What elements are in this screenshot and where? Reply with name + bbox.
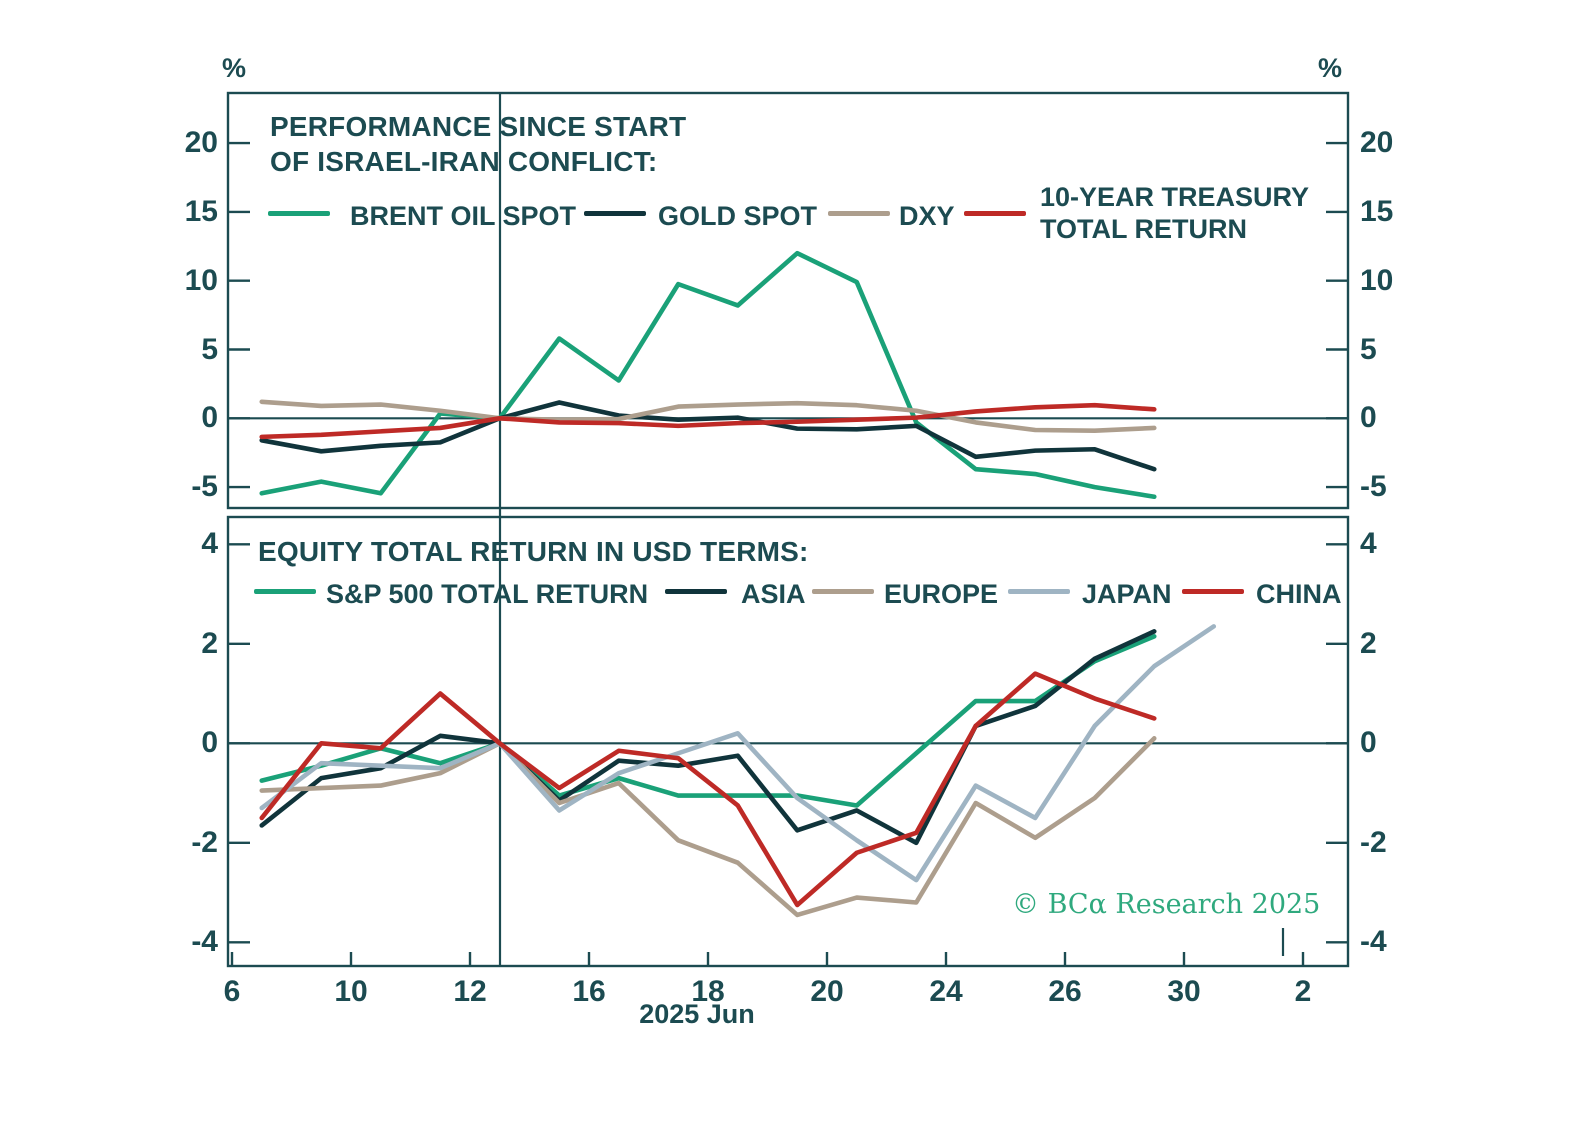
y-axis-label-left: 20 [184, 126, 218, 160]
credit-text: © BCα Research 2025 [1012, 889, 1321, 920]
y-axis-label-left: 0 [201, 726, 218, 760]
legend-swatch [1008, 589, 1070, 594]
x-axis-label: 30 [1167, 975, 1201, 1008]
legend-label: GOLD SPOT [658, 201, 818, 231]
series-line-asia [259, 629, 1157, 846]
series-line-dxy [259, 399, 1157, 433]
series-line-brent-oil-spot [259, 250, 1157, 500]
y-axis-unit-right: % [1318, 53, 1343, 83]
y-axis-label-left: 5 [201, 332, 218, 366]
y-axis-label-right: -2 [1360, 825, 1387, 859]
legend-swatch [254, 589, 316, 594]
y-axis-label-right: -4 [1360, 925, 1387, 959]
bottom-panel-title: EQUITY TOTAL RETURN IN USD TERMS: [258, 536, 809, 567]
y-axis-label-left: 2 [201, 626, 218, 660]
legend-swatch [584, 211, 646, 216]
y-axis-label-right: 2 [1360, 626, 1377, 660]
legend-label: JAPAN [1082, 579, 1172, 609]
series-line-gold-spot [259, 400, 1157, 472]
y-axis-unit-left: % [222, 53, 247, 83]
x-axis-label: 20 [810, 975, 844, 1008]
x-axis-label: 10 [334, 975, 368, 1008]
legend-swatch [1182, 589, 1244, 594]
legend-swatch [964, 211, 1026, 216]
y-axis-label-left: 4 [201, 527, 218, 561]
panel-border [226, 91, 1350, 510]
x-axis-label: 18 [691, 975, 725, 1008]
legend-swatch [268, 211, 330, 216]
y-axis-label-right: 4 [1360, 527, 1377, 561]
legend-label: DXY [899, 201, 955, 231]
legend-label: ASIA [741, 579, 806, 609]
y-axis-label-left: -4 [191, 925, 218, 959]
x-axis-caption: 2025 Jun [639, 999, 755, 1029]
y-axis-label-right: 5 [1360, 332, 1377, 366]
legend-swatch [828, 211, 890, 216]
y-axis-label-right: -5 [1360, 470, 1387, 504]
x-axis-label: 2 [1294, 975, 1312, 1008]
legend-label: 10-YEAR TREASURY TOTAL RETURN [1040, 182, 1309, 244]
legend-label: EUROPE [884, 579, 999, 609]
y-axis-label-right: 10 [1360, 263, 1394, 297]
legend-label: CHINA [1256, 579, 1342, 609]
legend-swatch [812, 589, 874, 594]
legend-label: S&P 500 TOTAL RETURN [326, 579, 649, 609]
x-axis-label: 24 [929, 975, 963, 1008]
y-axis-label-left: -5 [191, 470, 218, 504]
y-axis-label-left: -2 [191, 825, 218, 859]
top-panel-title-line1: PERFORMANCE SINCE START [270, 111, 687, 142]
y-axis-label-left: 0 [201, 401, 218, 435]
series-line-10-year-treasury-total-return [259, 402, 1157, 440]
y-axis-label-right: 20 [1360, 126, 1394, 160]
y-axis-label-right: 0 [1360, 401, 1377, 435]
y-axis-label-right: 0 [1360, 726, 1377, 760]
x-axis-label: 26 [1048, 975, 1082, 1008]
top-panel-title-line2: OF ISRAEL-IRAN CONFLICT: [270, 146, 658, 177]
series-line-china [259, 671, 1157, 908]
x-axis-label: 16 [572, 975, 606, 1008]
series-line-japan [259, 624, 1217, 883]
panel-border [226, 515, 1350, 968]
y-axis-label-right: 15 [1360, 194, 1394, 228]
x-axis-label: 12 [453, 975, 487, 1008]
series-line-europe [259, 736, 1157, 918]
x-axis-label: 6 [223, 975, 241, 1008]
legend-swatch [665, 589, 727, 594]
legend-label: BRENT OIL SPOT [350, 201, 577, 231]
y-axis-label-left: 10 [184, 263, 218, 297]
y-axis-label-left: 15 [184, 194, 218, 228]
